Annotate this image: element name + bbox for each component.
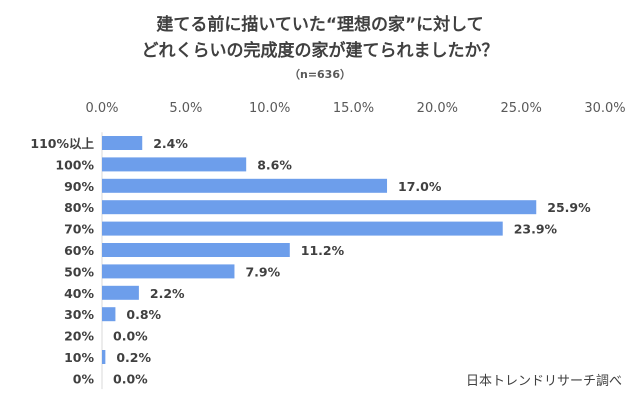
bar	[102, 136, 143, 150]
category-label: 110%以上	[30, 136, 94, 151]
category-label: 70%	[64, 222, 94, 237]
bar	[102, 200, 537, 215]
x-tick-label: 15.0%	[333, 101, 374, 116]
data-label: 0.8%	[126, 307, 161, 322]
data-label: 2.4%	[153, 136, 188, 151]
bar	[102, 243, 290, 257]
bar	[102, 285, 139, 300]
source-credit: 日本トレンドリサーチ調べ	[465, 374, 622, 389]
data-label: 23.9%	[514, 222, 558, 237]
bar	[102, 264, 235, 279]
data-label: 8.6%	[257, 157, 292, 172]
category-label: 80%	[64, 200, 94, 215]
category-label: 60%	[64, 243, 94, 258]
chart-title-line1: 建てる前に描いていた“理想の家”に対して	[156, 15, 484, 35]
category-label: 40%	[64, 286, 94, 301]
x-tick-label: 30.0%	[584, 101, 625, 116]
category-label: 20%	[64, 329, 94, 344]
data-label: 17.0%	[398, 179, 442, 194]
category-label: 0%	[73, 371, 95, 386]
data-label: 2.2%	[150, 286, 185, 301]
bar	[102, 178, 388, 193]
x-tick-label: 25.0%	[501, 101, 542, 116]
chart-title-line2: どれくらいの完成度の家が建てられましたか？	[141, 41, 499, 61]
bar	[102, 221, 503, 236]
category-label: 50%	[64, 264, 94, 279]
bar	[102, 157, 247, 172]
x-tick-label: 10.0%	[249, 101, 290, 116]
data-label: 0.2%	[116, 350, 151, 365]
category-label: 10%	[64, 350, 94, 365]
data-label: 0.0%	[113, 371, 148, 386]
bar	[102, 350, 106, 364]
x-tick-label: 0.0%	[85, 101, 118, 116]
category-label: 30%	[64, 307, 94, 322]
category-label: 90%	[64, 179, 94, 194]
data-label: 7.9%	[245, 264, 280, 279]
data-label: 0.0%	[113, 329, 148, 344]
category-label: 100%	[55, 157, 94, 172]
data-label: 25.9%	[547, 200, 591, 215]
x-tick-label: 5.0%	[169, 101, 202, 116]
sample-size-label: （n=636）	[288, 68, 351, 81]
data-label: 11.2%	[301, 243, 345, 258]
x-tick-label: 20.0%	[417, 101, 458, 116]
bar	[102, 307, 116, 322]
